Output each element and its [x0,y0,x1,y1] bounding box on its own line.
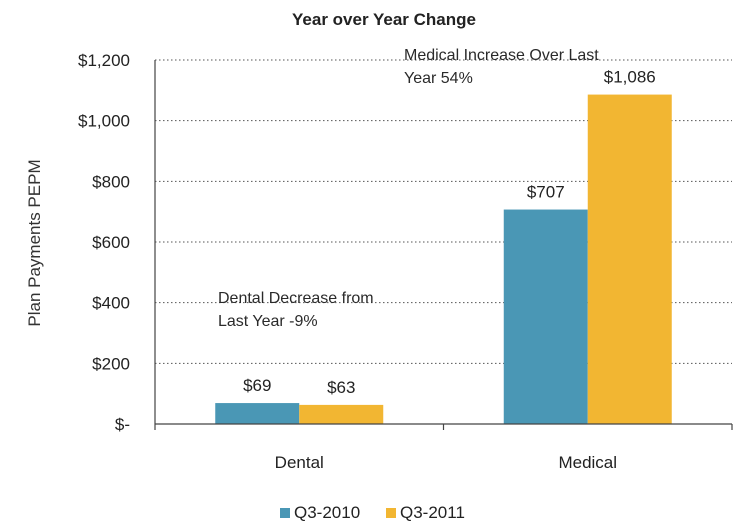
chart-title: Year over Year Change [292,10,476,29]
annotation-dental-line: Last Year -9% [218,313,318,330]
y-tick-label: $1,200 [78,51,130,70]
annotation-medical-line: Year 54% [404,70,473,87]
y-tick-label: $1,000 [78,112,130,131]
bars [215,94,672,424]
y-tick-label: $400 [92,294,130,313]
y-tick-label: $800 [92,172,130,191]
legend-swatch-q3-2011 [386,508,396,518]
data-labels: $69 $63 $707 $1,086 [243,68,656,397]
bar-q3-2010-medical [503,209,588,424]
bar-q3-2011-dental [299,404,384,424]
data-label: $707 [527,183,565,202]
legend: Q3-2010 Q3-2011 [280,503,465,522]
category-labels: Dental Medical [275,453,617,472]
y-axis-label: Plan Payments PEPM [25,159,44,326]
y-tick-label: $200 [92,354,130,373]
category-label-medical: Medical [558,453,617,472]
bar-q3-2010-dental [215,403,300,424]
data-label: $69 [243,376,271,395]
annotation-medical-line: Medical Increase Over Last [404,47,599,64]
axes [154,60,733,430]
data-label: $1,086 [604,68,656,87]
annotation-dental-line: Dental Decrease from [218,290,374,307]
y-axis-ticks: $- $200 $400 $600 $800 $1,000 $1,200 [78,51,130,434]
category-label-dental: Dental [275,453,324,472]
data-label: $63 [327,378,355,397]
legend-label-q3-2011: Q3-2011 [400,503,465,522]
y-tick-label: $600 [92,233,130,252]
bar-q3-2011-medical [587,94,672,424]
annotations: Dental Decrease from Last Year -9% Medical… [218,47,599,330]
legend-swatch-q3-2010 [280,508,290,518]
legend-label-q3-2010: Q3-2010 [294,503,360,522]
y-tick-label: $- [115,415,130,434]
